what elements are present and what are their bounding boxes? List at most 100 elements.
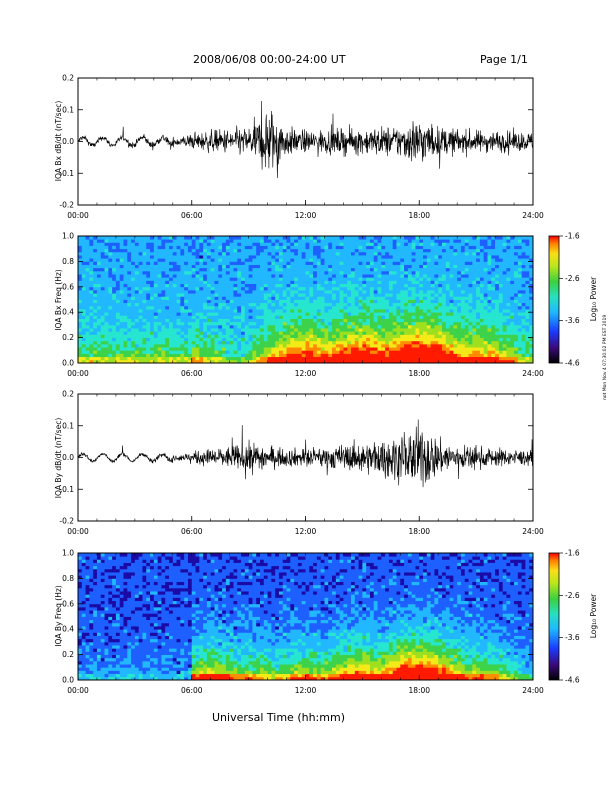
heat-cell (525, 321, 530, 326)
heat-cell (366, 324, 371, 329)
heat-cell (222, 251, 227, 256)
heat-cell (445, 277, 450, 281)
heat-cell (278, 318, 284, 323)
heat-cell (78, 283, 83, 288)
heat-cell (134, 312, 140, 316)
heat-cell (96, 309, 102, 313)
heat-cell (529, 324, 534, 329)
heat-cell (256, 283, 261, 288)
heat-cell (316, 318, 322, 323)
heat-cell (290, 340, 295, 345)
heat-cell (252, 264, 257, 269)
heat-cell (131, 293, 136, 297)
heat-cell (320, 318, 325, 323)
heat-cell (241, 343, 246, 348)
heat-cell (214, 356, 219, 361)
heat-cell (392, 350, 397, 354)
heat-cell (294, 353, 299, 358)
heat-cell (218, 302, 223, 307)
heat-cell (309, 305, 314, 310)
heat-cell (381, 353, 386, 358)
heat-cell (305, 340, 310, 345)
heat-cell (419, 293, 424, 297)
heat-cell (218, 280, 223, 285)
heat-cell (241, 277, 246, 281)
heat-cell (517, 264, 523, 269)
heat-cell (191, 353, 196, 358)
heat-cell (411, 318, 416, 323)
heat-cell (191, 274, 196, 278)
heat-cell (187, 324, 193, 329)
heat-cell (529, 242, 534, 246)
heat-cell (108, 251, 113, 256)
heat-cell (324, 286, 329, 291)
heat-cell (203, 280, 208, 285)
heat-cell (472, 302, 477, 307)
heat-cell (434, 302, 439, 307)
heat-cell (525, 334, 530, 338)
heat-cell (165, 324, 170, 329)
heat-cell (343, 302, 348, 307)
heat-cell (423, 277, 428, 281)
heat-cell (301, 347, 306, 351)
heat-cell (404, 328, 409, 332)
heat-cell (309, 283, 314, 288)
heat-cell (150, 258, 155, 262)
heat-cell (332, 350, 337, 354)
heat-cell (407, 312, 413, 316)
heat-cell (351, 280, 356, 285)
by-dbdt-trace (77, 419, 534, 488)
heat-cell (146, 261, 151, 265)
heat-cell (218, 350, 223, 354)
heat-cell (460, 239, 466, 243)
heat-cell (222, 283, 227, 288)
heat-cell (468, 356, 473, 361)
heat-cell (400, 302, 405, 307)
heat-cell (464, 353, 469, 358)
heat-cell (369, 340, 375, 345)
heat-cell (248, 264, 253, 269)
heat-cell (335, 299, 341, 304)
heat-cell (525, 293, 530, 297)
heat-cell (404, 334, 409, 338)
heat-cell (218, 270, 223, 275)
heat-cell (468, 318, 473, 323)
heat-cell (244, 312, 250, 316)
heat-cell (358, 239, 363, 243)
heat-cell (354, 274, 359, 278)
heat-cell (89, 350, 94, 354)
heat-cell (438, 353, 443, 358)
heat-cell (472, 305, 477, 310)
heat-cell (407, 299, 413, 304)
heat-cell (491, 331, 496, 335)
heat-cell (442, 305, 447, 310)
heat-cell (419, 264, 424, 269)
heat-cell (491, 296, 496, 300)
heat-cell (388, 283, 394, 288)
heat-cell (351, 264, 356, 269)
heat-cell (222, 274, 227, 278)
heat-cell (335, 350, 341, 354)
heat-cell (244, 236, 250, 240)
heat-cell (195, 261, 200, 265)
heat-cell (112, 321, 117, 326)
heat-cell (525, 359, 530, 364)
heat-cell (396, 321, 401, 326)
heat-cell (388, 318, 394, 323)
heat-cell (468, 302, 473, 307)
heat-cell (464, 258, 469, 262)
heat-cell (206, 267, 212, 272)
heat-cell (176, 283, 181, 288)
heat-cell (521, 274, 526, 278)
heat-cell (411, 356, 416, 361)
heat-cell (483, 280, 488, 285)
heat-cell (81, 283, 86, 288)
heat-cell (290, 239, 295, 243)
heat-cell (123, 312, 128, 316)
heat-cell (400, 242, 405, 246)
heat-cell (271, 328, 276, 332)
heat-cell (453, 340, 458, 345)
heat-cell (184, 261, 189, 265)
heat-cell (267, 267, 272, 272)
heat-cell (491, 248, 496, 253)
